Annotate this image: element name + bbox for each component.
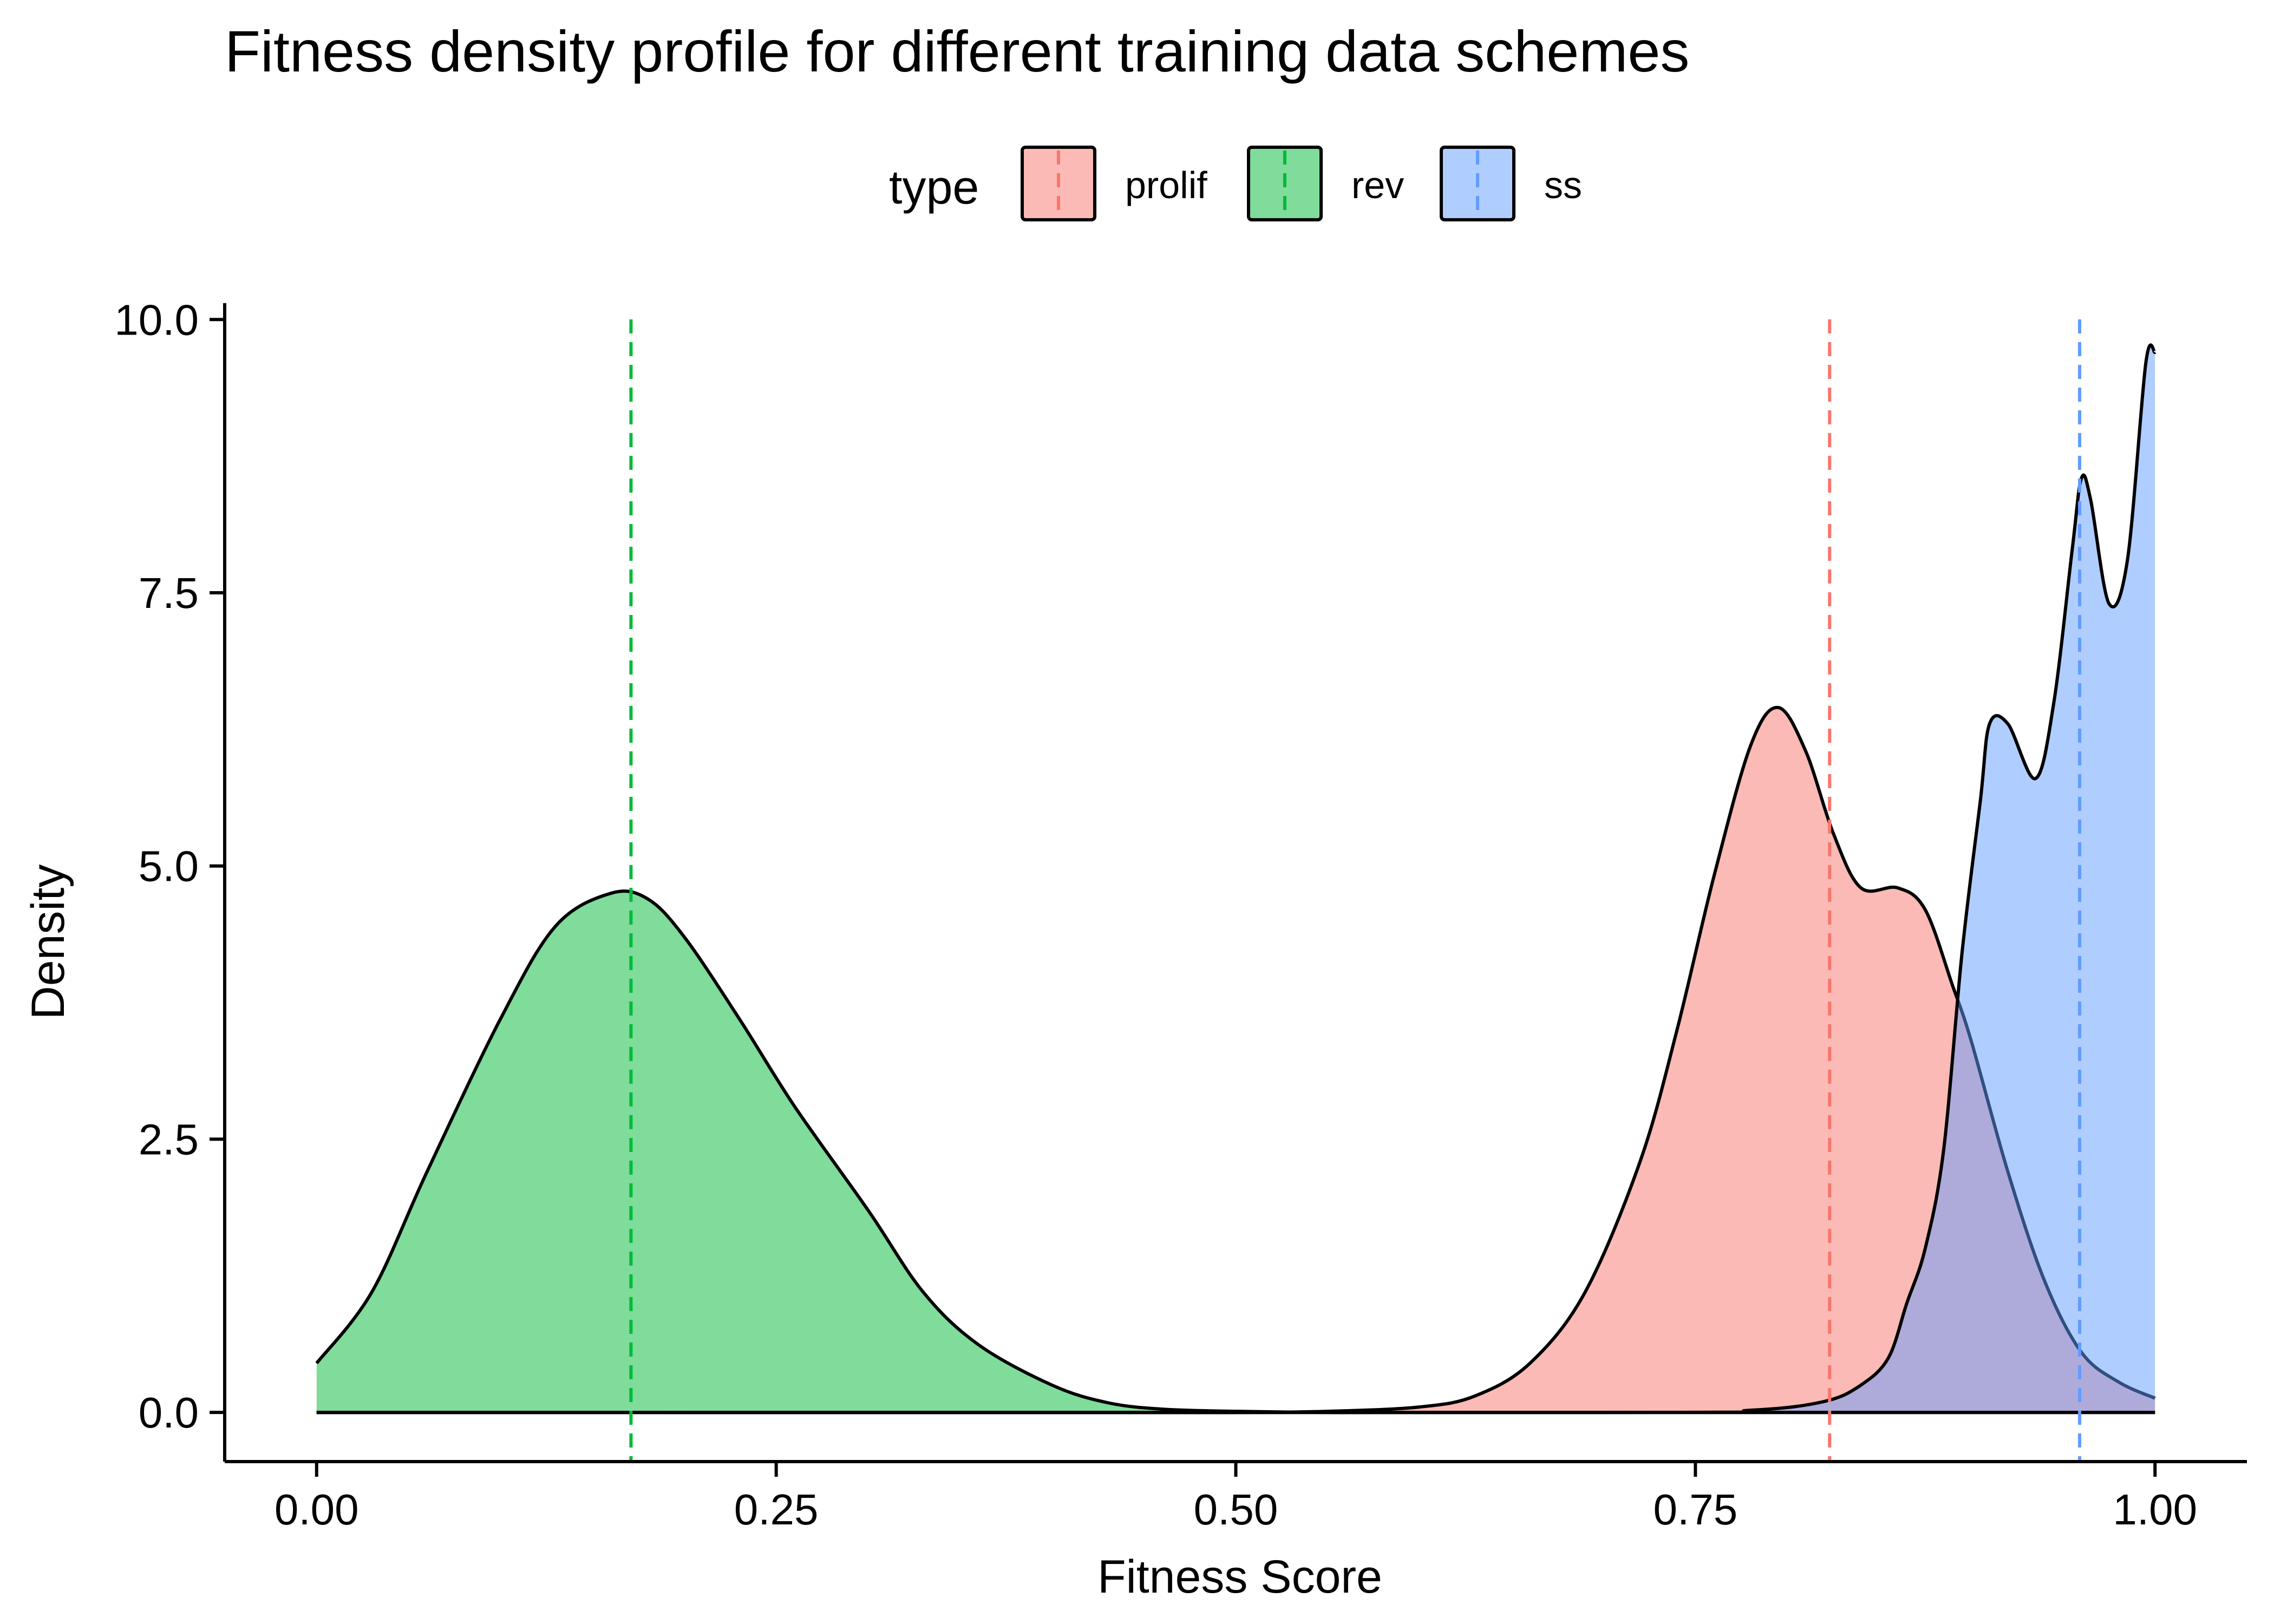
density-area-ss <box>316 345 2155 1413</box>
y-tick-label: 7.5 <box>139 569 199 617</box>
legend-label-ss: ss <box>1544 164 1582 206</box>
legend-item-ss: ss <box>1440 146 1582 221</box>
legend-label-rev: rev <box>1351 164 1404 206</box>
density-area-rev <box>316 891 2155 1413</box>
y-tick-label: 10.0 <box>114 296 199 344</box>
y-tick-label: 5.0 <box>139 842 199 890</box>
plot-area <box>315 319 2157 1462</box>
legend-title: type <box>889 160 979 214</box>
legend-label-prolif: prolif <box>1125 164 1207 206</box>
x-tick-label: 0.00 <box>275 1485 359 1534</box>
axes: 0.00 0.25 0.50 0.75 1.00 0.0 2.5 5.0 7.5 10.0 <box>114 296 2247 1534</box>
x-tick-label: 0.75 <box>1654 1485 1738 1534</box>
legend-item-rev: rev <box>1247 146 1404 221</box>
y-tick-label: 0.0 <box>139 1389 199 1437</box>
x-tick-label: 0.50 <box>1194 1485 1278 1534</box>
x-axis-label: Fitness Score <box>1097 1551 1382 1603</box>
y-axis-label: Density <box>22 865 74 1020</box>
legend-item-prolif: prolif <box>1021 146 1207 221</box>
x-tick-label: 0.25 <box>734 1485 819 1534</box>
x-tick-label: 1.00 <box>2113 1485 2197 1534</box>
density-area-prolif <box>316 707 2155 1413</box>
chart-title: Fitness density profile for different tr… <box>225 18 1689 84</box>
y-tick-label: 2.5 <box>139 1115 199 1163</box>
legend: type prolif rev ss <box>889 146 1582 221</box>
